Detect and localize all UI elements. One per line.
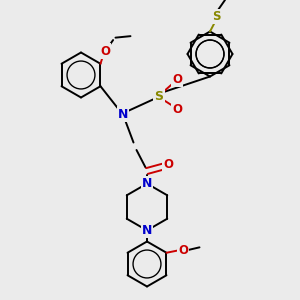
Text: N: N <box>142 224 152 237</box>
Text: O: O <box>172 73 182 86</box>
Text: S: S <box>154 89 164 103</box>
Text: N: N <box>118 107 128 121</box>
Text: O: O <box>163 158 173 172</box>
Text: N: N <box>142 177 152 190</box>
Text: O: O <box>100 45 110 58</box>
Text: O: O <box>172 103 182 116</box>
Text: S: S <box>212 10 220 23</box>
Text: O: O <box>178 244 188 257</box>
